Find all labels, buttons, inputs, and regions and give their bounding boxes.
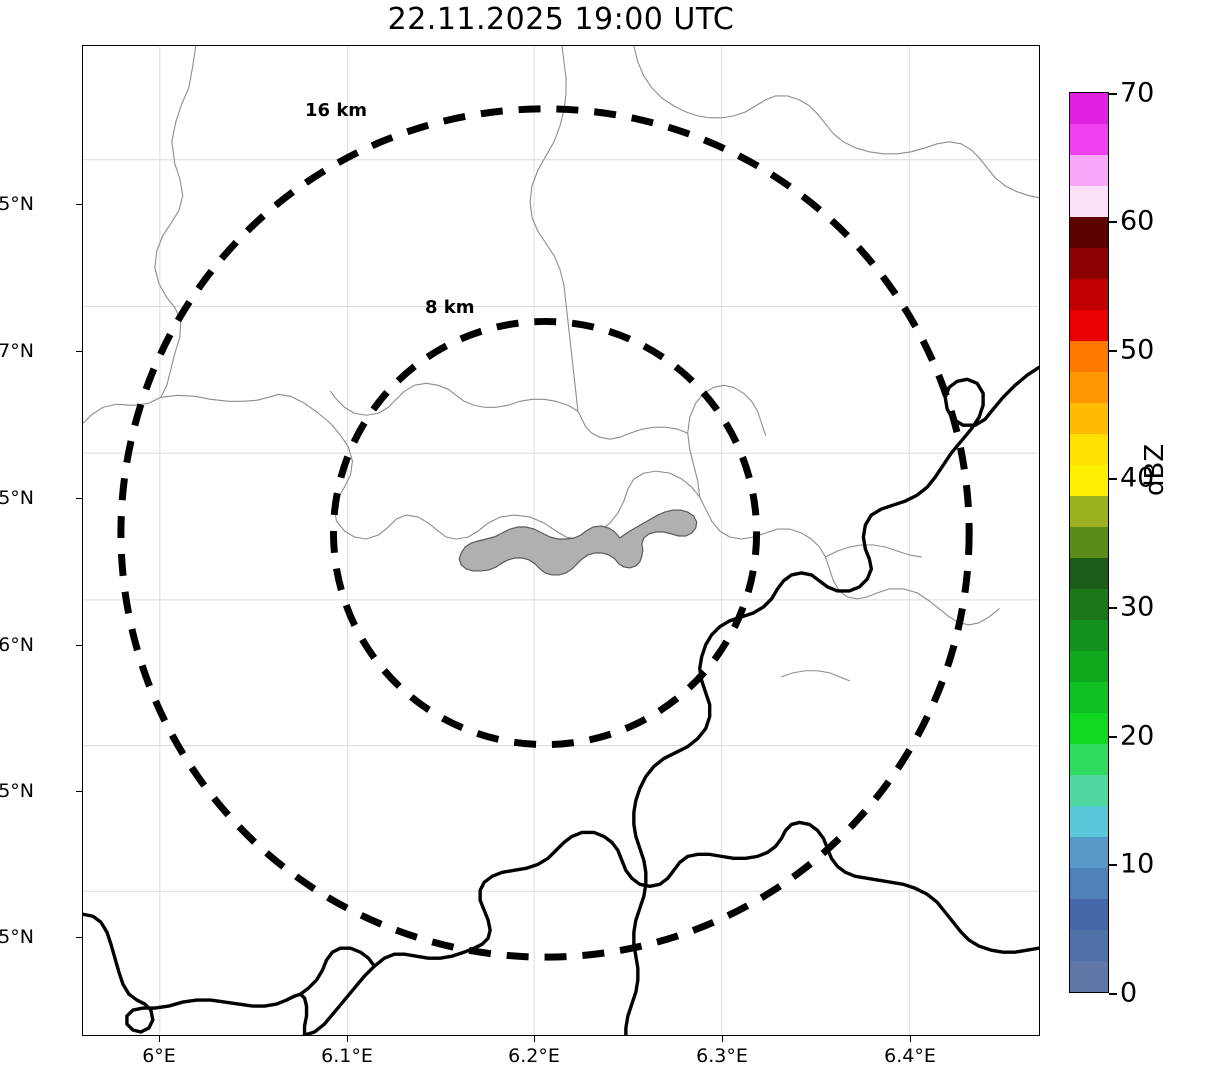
- colorbar-tickmark-2: [1109, 736, 1117, 738]
- lat-tickmark-5: [76, 937, 82, 939]
- colorbar-band-24: [1070, 837, 1108, 868]
- colorbar-band-1: [1070, 124, 1108, 155]
- lat-tick-label-4: 49.55°N: [0, 780, 34, 802]
- range-ring-label-8km: 8 km: [425, 297, 475, 318]
- colorbar-tickmark-1: [1109, 864, 1117, 866]
- country-borders: [83, 365, 1039, 1035]
- colorbar-tickmark-7: [1109, 93, 1117, 95]
- gridlines: [83, 46, 1039, 1035]
- lat-tickmark-0: [76, 204, 82, 206]
- colorbar-tick-label-0: 0: [1120, 977, 1138, 1009]
- lat-tickmark-2: [76, 498, 82, 500]
- range-ring-8km: [329, 317, 761, 749]
- colorbar-band-2: [1070, 155, 1108, 186]
- lat-tick-label-1: 49.7°N: [0, 340, 34, 362]
- colorbar-band-14: [1070, 527, 1108, 558]
- lon-tick-label-3: 6.3°E: [696, 1045, 748, 1067]
- colorbar-band-20: [1070, 713, 1108, 744]
- page-title: 22.11.2025 19:00 UTC: [387, 2, 735, 37]
- lon-tickmark-2: [534, 1036, 536, 1042]
- colorbar-band-9: [1070, 372, 1108, 403]
- colorbar-band-11: [1070, 434, 1108, 465]
- lon-tick-label-4: 6.4°E: [884, 1045, 936, 1067]
- colorbar-tickmark-4: [1109, 478, 1117, 480]
- range-ring-16km: [117, 105, 973, 961]
- colorbar-tick-label-3: 30: [1120, 591, 1155, 623]
- colorbar-band-28: [1070, 961, 1108, 992]
- map-canvas: [83, 46, 1039, 1035]
- colorbar-band-13: [1070, 496, 1108, 527]
- colorbar-band-26: [1070, 899, 1108, 930]
- lat-tickmark-1: [76, 351, 82, 353]
- colorbar-band-18: [1070, 651, 1108, 682]
- colorbar-band-0: [1070, 93, 1108, 124]
- lon-tickmark-1: [347, 1036, 349, 1042]
- admin-boundaries: [83, 46, 1039, 682]
- colorbar-band-19: [1070, 682, 1108, 713]
- colorbar-band-6: [1070, 279, 1108, 310]
- colorbar: [1069, 92, 1109, 993]
- colorbar-tickmark-5: [1109, 350, 1117, 352]
- lon-tick-label-0: 6°E: [142, 1045, 176, 1067]
- colorbar-tickmark-0: [1109, 993, 1117, 995]
- lon-tick-label-1: 6.1°E: [321, 1045, 373, 1067]
- lat-tick-label-2: 49.65°N: [0, 487, 34, 509]
- colorbar-tick-label-7: 70: [1120, 77, 1155, 109]
- colorbar-band-10: [1070, 403, 1108, 434]
- lat-tickmark-3: [76, 645, 82, 647]
- range-ring-label-16km: 16 km: [305, 100, 368, 121]
- colorbar-tick-label-2: 20: [1120, 720, 1155, 752]
- colorbar-tickmark-3: [1109, 607, 1117, 609]
- colorbar-tick-label-6: 60: [1120, 205, 1155, 237]
- colorbar-band-4: [1070, 217, 1108, 248]
- colorbar-tick-label-5: 50: [1120, 334, 1155, 366]
- lat-tick-label-0: 49.75°N: [0, 193, 34, 215]
- colorbar-band-15: [1070, 558, 1108, 589]
- colorbar-tick-label-1: 10: [1120, 848, 1155, 880]
- colorbar-band-3: [1070, 186, 1108, 217]
- map-plot-area: [82, 45, 1040, 1036]
- lon-tickmark-3: [722, 1036, 724, 1042]
- lat-tickmark-4: [76, 791, 82, 793]
- lon-tickmark-0: [159, 1036, 161, 1042]
- colorbar-band-12: [1070, 465, 1108, 496]
- colorbar-band-8: [1070, 341, 1108, 372]
- lat-tick-label-5: 49.5°N: [0, 926, 34, 948]
- colorbar-band-21: [1070, 744, 1108, 775]
- colorbar-band-17: [1070, 620, 1108, 651]
- city-polygon: [458, 509, 698, 576]
- colorbar-tick-label-4: 40: [1120, 462, 1155, 494]
- colorbar-band-27: [1070, 930, 1108, 961]
- radar-range-rings: [117, 105, 973, 961]
- lon-tick-label-2: 6.2°E: [508, 1045, 560, 1067]
- colorbar-band-16: [1070, 589, 1108, 620]
- colorbar-band-23: [1070, 806, 1108, 837]
- lon-tickmark-4: [910, 1036, 912, 1042]
- colorbar-tickmark-6: [1109, 221, 1117, 223]
- colorbar-band-25: [1070, 868, 1108, 899]
- lat-tick-label-3: 49.6°N: [0, 634, 34, 656]
- colorbar-band-7: [1070, 310, 1108, 341]
- colorbar-band-22: [1070, 775, 1108, 806]
- colorbar-band-5: [1070, 248, 1108, 279]
